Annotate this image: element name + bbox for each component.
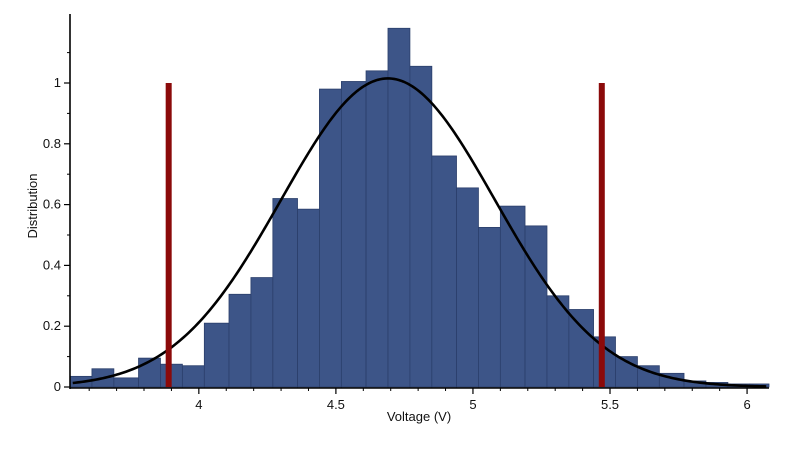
histogram-bar <box>297 208 320 388</box>
histogram-bar <box>272 198 298 388</box>
histogram-bar <box>499 205 526 388</box>
y-tick-label: 0.8 <box>43 136 61 151</box>
histogram-bar <box>113 377 139 388</box>
histogram-bar <box>365 70 389 388</box>
y-axis-ticks: 0 0.2 0.4 0.6 0.8 1 <box>43 52 70 394</box>
normal-fit-curve <box>72 77 767 388</box>
y-tick-label: 0.6 <box>43 197 61 212</box>
histogram-bar <box>409 65 433 388</box>
histogram-bar <box>478 226 501 388</box>
histogram-bar <box>203 322 230 388</box>
y-axis-title: Distribution <box>25 173 40 238</box>
histogram-bar <box>228 293 252 388</box>
x-tick-label: 5 <box>469 397 476 412</box>
y-tick-label: 1 <box>54 75 61 90</box>
limit-line <box>165 83 172 387</box>
histogram-bar <box>250 277 274 388</box>
x-tick-label: 4.5 <box>327 397 345 412</box>
histogram-bar <box>340 81 367 388</box>
y-tick-label: 0.4 <box>43 257 61 272</box>
y-tick-label: 0.2 <box>43 318 61 333</box>
histogram-bar <box>568 309 594 388</box>
limit-lines <box>165 83 605 387</box>
x-tick-label: 6 <box>743 397 750 412</box>
histogram-bars <box>69 27 770 388</box>
histogram-bar <box>456 187 479 388</box>
limit-line <box>598 83 605 387</box>
x-axis-ticks: 4 4.5 5 5.5 6 <box>88 388 751 412</box>
histogram-bar <box>524 225 548 388</box>
histogram-bar <box>319 88 342 388</box>
y-tick-label: 0 <box>54 379 61 394</box>
histogram-bar <box>181 365 205 388</box>
x-tick-label: 4 <box>195 397 202 412</box>
x-axis-title: Voltage (V) <box>387 409 451 424</box>
histogram-bar <box>431 155 457 388</box>
x-tick-label: 5.5 <box>601 397 619 412</box>
